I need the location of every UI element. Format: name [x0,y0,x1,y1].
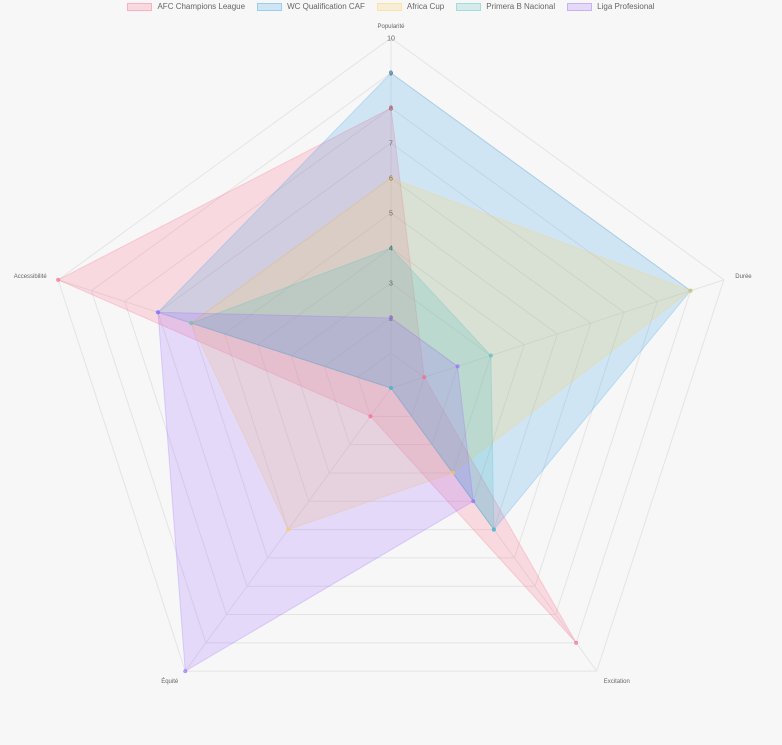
tick-label: 5 [389,211,393,218]
axis-spoke [57,279,392,389]
tick-label: 3 [389,281,393,288]
data-point[interactable] [488,353,493,358]
grid-ring [223,212,559,531]
data-point[interactable] [388,105,394,111]
legend-item[interactable]: Africa Cup [376,2,445,11]
data-point[interactable] [388,70,394,76]
data-point[interactable] [450,470,455,475]
series-area[interactable] [189,247,495,532]
grid-ring [157,142,625,587]
legend-label: WC Qualification CAF [287,2,365,11]
tick-label: 7 [389,141,393,148]
data-point[interactable] [388,315,394,321]
series-area[interactable] [157,311,474,672]
axis-spoke [390,279,725,389]
grid-ring [57,37,725,672]
axis-label: Excitation [604,679,630,685]
legend-swatch [257,2,283,11]
data-point[interactable] [388,175,394,181]
legend-item[interactable]: Primera B Nacional [456,2,555,11]
data-point[interactable] [56,277,61,282]
tick-label: 10 [387,36,395,43]
legend-item[interactable]: Liga Profesional [567,2,655,11]
tick-label: 6 [389,176,393,183]
grid-ring [90,72,692,644]
data-point[interactable] [688,288,693,293]
legend-swatch [567,2,593,11]
legend-label: AFC Champions League [157,2,246,11]
grid-ring [323,317,459,446]
grid-ring [357,352,425,417]
grid-ring [290,282,492,474]
legend-swatch [376,2,402,11]
data-point[interactable] [189,321,194,326]
legend-swatch [127,2,153,11]
series-area[interactable] [190,177,692,531]
axis-label: Popularité [377,24,405,30]
tick-label: 9 [389,71,393,78]
data-point[interactable] [455,364,460,369]
data-point[interactable] [286,527,291,532]
data-point[interactable] [574,640,579,645]
tick-label: 4 [389,246,393,253]
legend: AFC Champions League WC Qualification CAF… [0,2,782,11]
axis-label: Durée [735,274,752,280]
data-point[interactable] [183,669,188,674]
data-point[interactable] [491,527,496,532]
legend-label: Primera B Nacional [486,2,556,11]
axis-labels: Popularité Durée Excitation Équité Accessibi… [14,24,753,685]
tick-label: 8 [389,106,393,113]
data-point[interactable] [368,414,373,419]
data-point[interactable] [388,385,394,391]
axis-label: Accessibilité [14,274,48,280]
grid-ring [190,177,592,559]
series-area[interactable] [157,72,692,531]
series-layer [56,70,693,674]
data-point[interactable] [471,499,476,504]
legend-item[interactable]: WC Qualification CAF [257,2,365,11]
tick-labels: 2 3 4 5 6 7 8 9 10 [387,36,395,323]
legend-swatch [456,2,482,11]
grid-ring [257,247,525,502]
legend-label: Africa Cup [406,2,445,11]
series-area[interactable] [56,107,577,644]
tick-label: 2 [389,316,393,323]
data-point[interactable] [422,375,427,380]
data-point[interactable] [155,310,161,315]
grid-ring [124,107,658,616]
legend-item[interactable]: AFC Champions League [127,2,245,11]
axis-label: Équité [161,678,179,685]
grid [57,37,725,672]
legend-label: Liga Profesional [597,2,655,11]
data-point[interactable] [388,245,394,251]
